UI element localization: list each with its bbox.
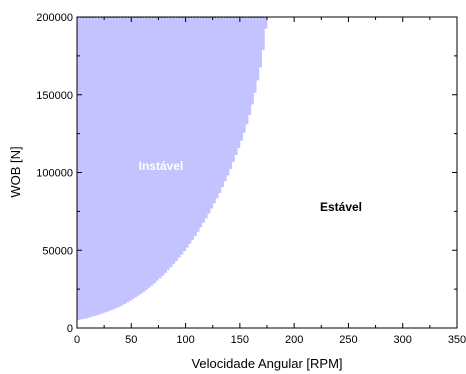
unstable-step [161, 17, 165, 276]
unstable-step [104, 17, 108, 313]
y-tick-label: 100000 [36, 168, 73, 180]
unstable-step [172, 17, 176, 265]
unstable-step [188, 17, 192, 244]
unstable-step [231, 17, 235, 162]
x-tick-label: 150 [231, 334, 249, 346]
unstable-step [248, 17, 252, 115]
unstable-step [204, 17, 208, 219]
unstable-step [210, 17, 214, 209]
unstable-step [182, 17, 186, 252]
unstable-step [261, 17, 265, 51]
unstable-step [101, 17, 105, 314]
unstable-step [177, 17, 181, 258]
unstable-step [218, 17, 222, 193]
unstable-step [201, 17, 205, 223]
unstable-step [155, 17, 159, 281]
unstable-step [250, 17, 254, 105]
unstable-step [242, 17, 246, 133]
unstable-step [125, 17, 129, 303]
unstable-step [158, 17, 162, 279]
region-label-unstable: Instável [139, 159, 184, 173]
x-tick-label: 300 [394, 334, 412, 346]
unstable-step [180, 17, 184, 255]
unstable-step [199, 17, 203, 228]
unstable-step [131, 17, 135, 300]
x-axis-title: Velocidade Angular [RPM] [191, 356, 342, 371]
x-tick-label: 100 [176, 334, 194, 346]
unstable-step [142, 17, 146, 292]
unstable-step [106, 17, 110, 312]
unstable-step [169, 17, 173, 268]
unstable-step [79, 17, 83, 320]
unstable-step [93, 17, 97, 316]
x-ticks: 0 50 100 150 200 250 300 350 [74, 17, 466, 346]
unstable-step [166, 17, 170, 270]
region-label-stable: Estável [320, 200, 362, 214]
unstable-step [136, 17, 140, 296]
y-ticks: 0 50000 100000 150000 200000 [36, 12, 457, 335]
unstable-step [98, 17, 102, 315]
unstable-step [115, 17, 119, 308]
unstable-step [77, 17, 81, 320]
unstable-step [264, 17, 268, 29]
unstable-region-steps [77, 17, 268, 320]
unstable-step [134, 17, 138, 298]
unstable-step [174, 17, 178, 262]
y-tick-label: 0 [67, 323, 73, 335]
x-tick-label: 250 [339, 334, 357, 346]
unstable-step [82, 17, 86, 319]
unstable-step [87, 17, 91, 318]
unstable-step [196, 17, 200, 232]
unstable-step [258, 17, 262, 68]
unstable-step [144, 17, 148, 290]
unstable-step [185, 17, 189, 248]
unstable-step [223, 17, 227, 182]
unstable-step [109, 17, 113, 311]
unstable-step [112, 17, 116, 310]
unstable-step [234, 17, 238, 156]
x-tick-label: 350 [448, 334, 466, 346]
unstable-step [85, 17, 89, 319]
unstable-step [123, 17, 127, 304]
unstable-step [128, 17, 132, 301]
unstable-step [117, 17, 121, 307]
unstable-step [239, 17, 243, 141]
unstable-step [237, 17, 241, 149]
unstable-step [215, 17, 219, 199]
unstable-step [120, 17, 124, 306]
x-tick-label: 50 [125, 334, 137, 346]
unstable-step [229, 17, 233, 169]
unstable-step [245, 17, 249, 125]
unstable-step [191, 17, 195, 240]
y-tick-label: 50000 [42, 245, 73, 257]
unstable-step [253, 17, 257, 93]
x-tick-label: 200 [285, 334, 303, 346]
unstable-step [212, 17, 216, 204]
unstable-step [193, 17, 197, 236]
unstable-step [256, 17, 260, 81]
unstable-step [90, 17, 94, 317]
unstable-step [153, 17, 157, 284]
unstable-step [150, 17, 154, 286]
unstable-step [96, 17, 100, 316]
unstable-step [147, 17, 151, 288]
unstable-step [139, 17, 143, 294]
unstable-step [207, 17, 211, 214]
unstable-step [163, 17, 167, 273]
y-tick-label: 150000 [36, 90, 73, 102]
unstable-step [220, 17, 224, 188]
y-axis-title: WOB [N] [8, 146, 23, 197]
y-tick-label: 200000 [36, 12, 73, 24]
unstable-step [226, 17, 230, 176]
x-tick-label: 0 [74, 334, 80, 346]
